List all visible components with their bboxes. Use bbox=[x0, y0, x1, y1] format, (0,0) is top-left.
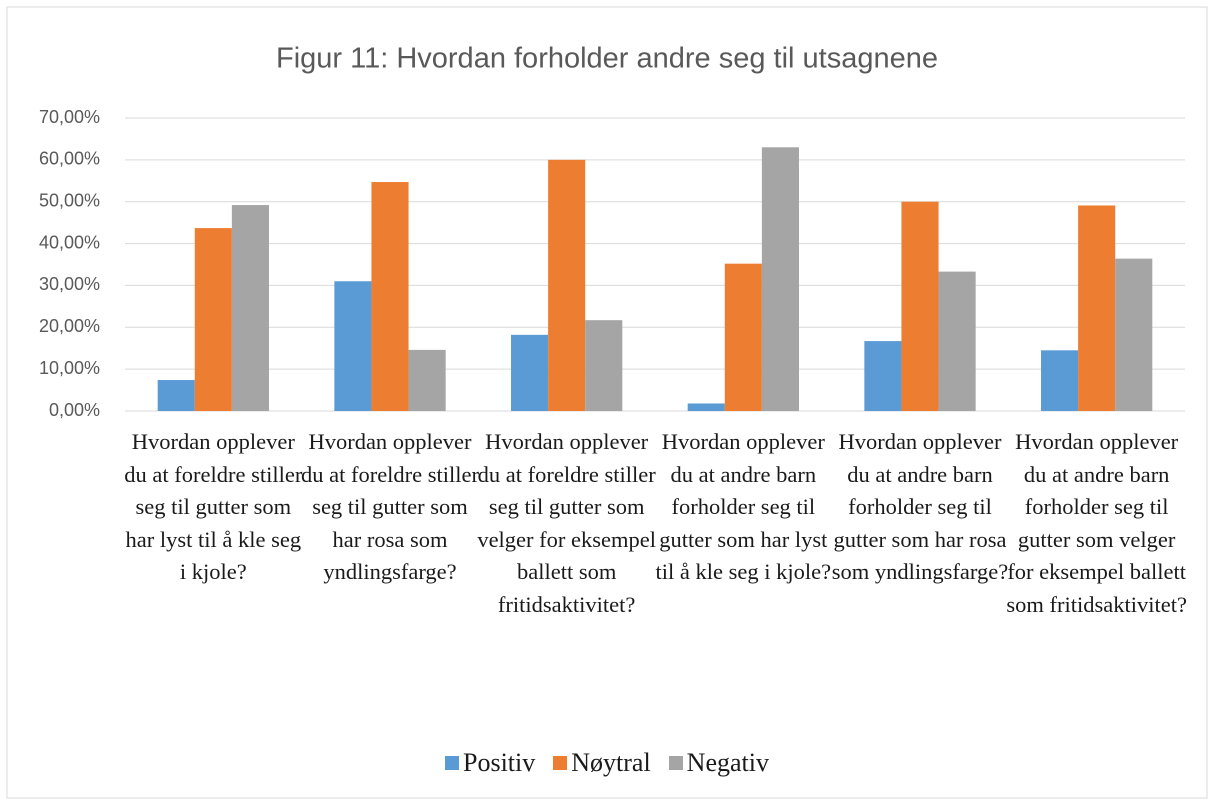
y-tick-label: 40,00% bbox=[39, 232, 100, 252]
bar bbox=[157, 380, 195, 411]
bar bbox=[1115, 258, 1153, 411]
bar bbox=[1041, 350, 1079, 411]
x-tick-label: Hvordan opplever du at andre barn forhol… bbox=[655, 429, 832, 584]
legend-item: Negativ bbox=[668, 748, 769, 778]
bar bbox=[687, 403, 725, 411]
x-tick-label: Hvordan opplever du at andre barn forhol… bbox=[831, 429, 1009, 584]
y-tick-label: 10,00% bbox=[39, 358, 100, 378]
bar bbox=[334, 281, 372, 411]
x-tick-label: Hvordan opplever du at foreldre stiller … bbox=[124, 429, 303, 584]
bar bbox=[194, 228, 232, 411]
legend-swatch bbox=[553, 756, 568, 770]
bar bbox=[761, 147, 799, 412]
bar bbox=[371, 182, 409, 411]
y-tick-label: 30,00% bbox=[39, 274, 100, 294]
bar bbox=[901, 201, 939, 411]
bar bbox=[231, 205, 269, 411]
legend-label: Negativ bbox=[686, 748, 769, 777]
y-tick-label: 60,00% bbox=[39, 149, 100, 169]
legend-label: Positiv bbox=[463, 748, 536, 777]
x-tick-label: Hvordan opplever du at foreldre stiller … bbox=[300, 429, 480, 584]
legend-label: Nøytral bbox=[571, 748, 651, 777]
bar bbox=[548, 159, 586, 411]
y-tick-label: 20,00% bbox=[39, 316, 100, 336]
legend-item: Positiv bbox=[445, 748, 535, 778]
legend-swatch bbox=[668, 756, 683, 770]
bar bbox=[724, 263, 762, 411]
x-tick-label: Hvordan opplever du at andre barn forhol… bbox=[1006, 429, 1187, 617]
y-tick-label: 50,00% bbox=[39, 190, 100, 210]
bar bbox=[585, 320, 623, 411]
bar bbox=[408, 349, 446, 411]
legend-swatch bbox=[445, 756, 459, 770]
x-tick-label: Hvordan opplever du at foreldre stiller … bbox=[477, 429, 656, 617]
bar bbox=[938, 271, 976, 411]
bar bbox=[511, 334, 549, 411]
bar bbox=[864, 341, 902, 411]
chart-title: Figur 11: Hvordan forholder andre seg ti… bbox=[276, 43, 938, 75]
bar bbox=[1078, 205, 1116, 411]
legend-item: Nøytral bbox=[553, 748, 651, 778]
legend: Positiv Nøytral Negativ bbox=[0, 748, 1214, 778]
y-tick-label: 0,00% bbox=[49, 400, 100, 420]
y-tick-label: 70,00% bbox=[39, 107, 100, 127]
